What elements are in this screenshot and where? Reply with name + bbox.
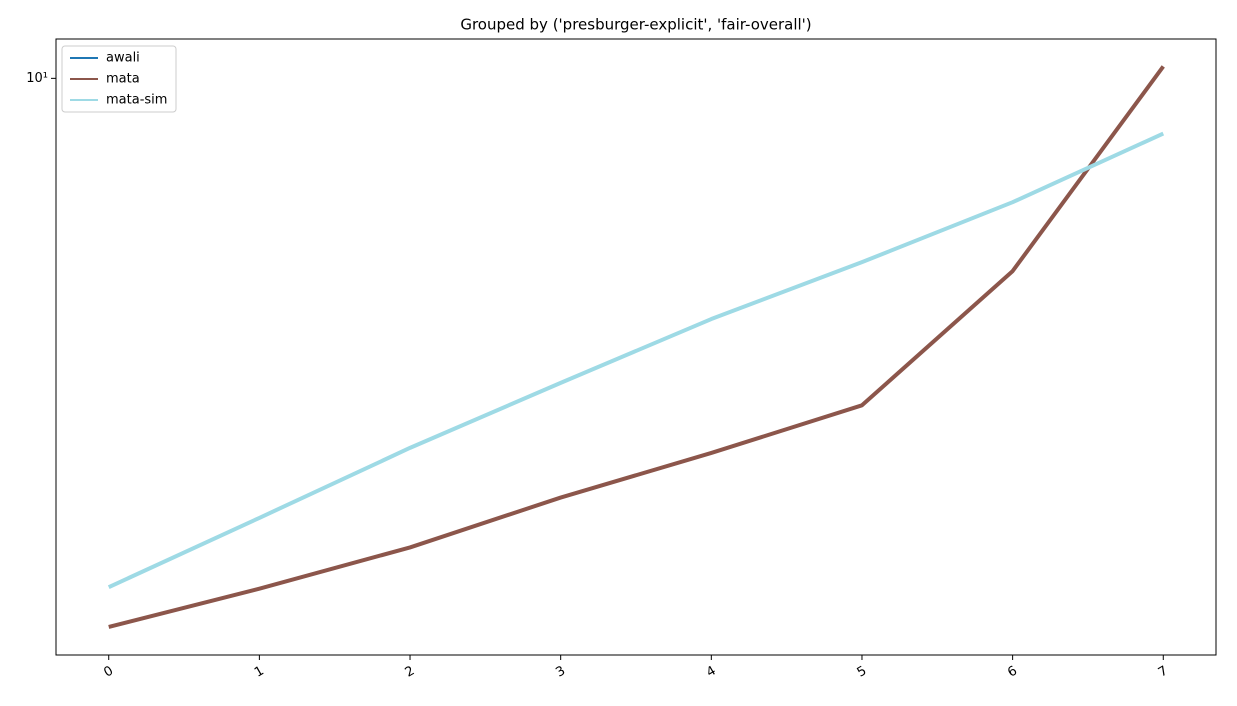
line — [108, 65, 1165, 629]
legend-label: mata — [106, 72, 140, 87]
line — [107, 131, 1165, 589]
plot-frame — [55, 38, 1217, 656]
y-tick-label: 10¹ — [26, 71, 48, 86]
chart-title: Grouped by ('presburger-explicit', 'fair… — [460, 16, 811, 34]
legend-box — [61, 45, 177, 113]
legend-label: mata-sim — [106, 93, 167, 108]
legend-label: awali — [106, 51, 140, 66]
